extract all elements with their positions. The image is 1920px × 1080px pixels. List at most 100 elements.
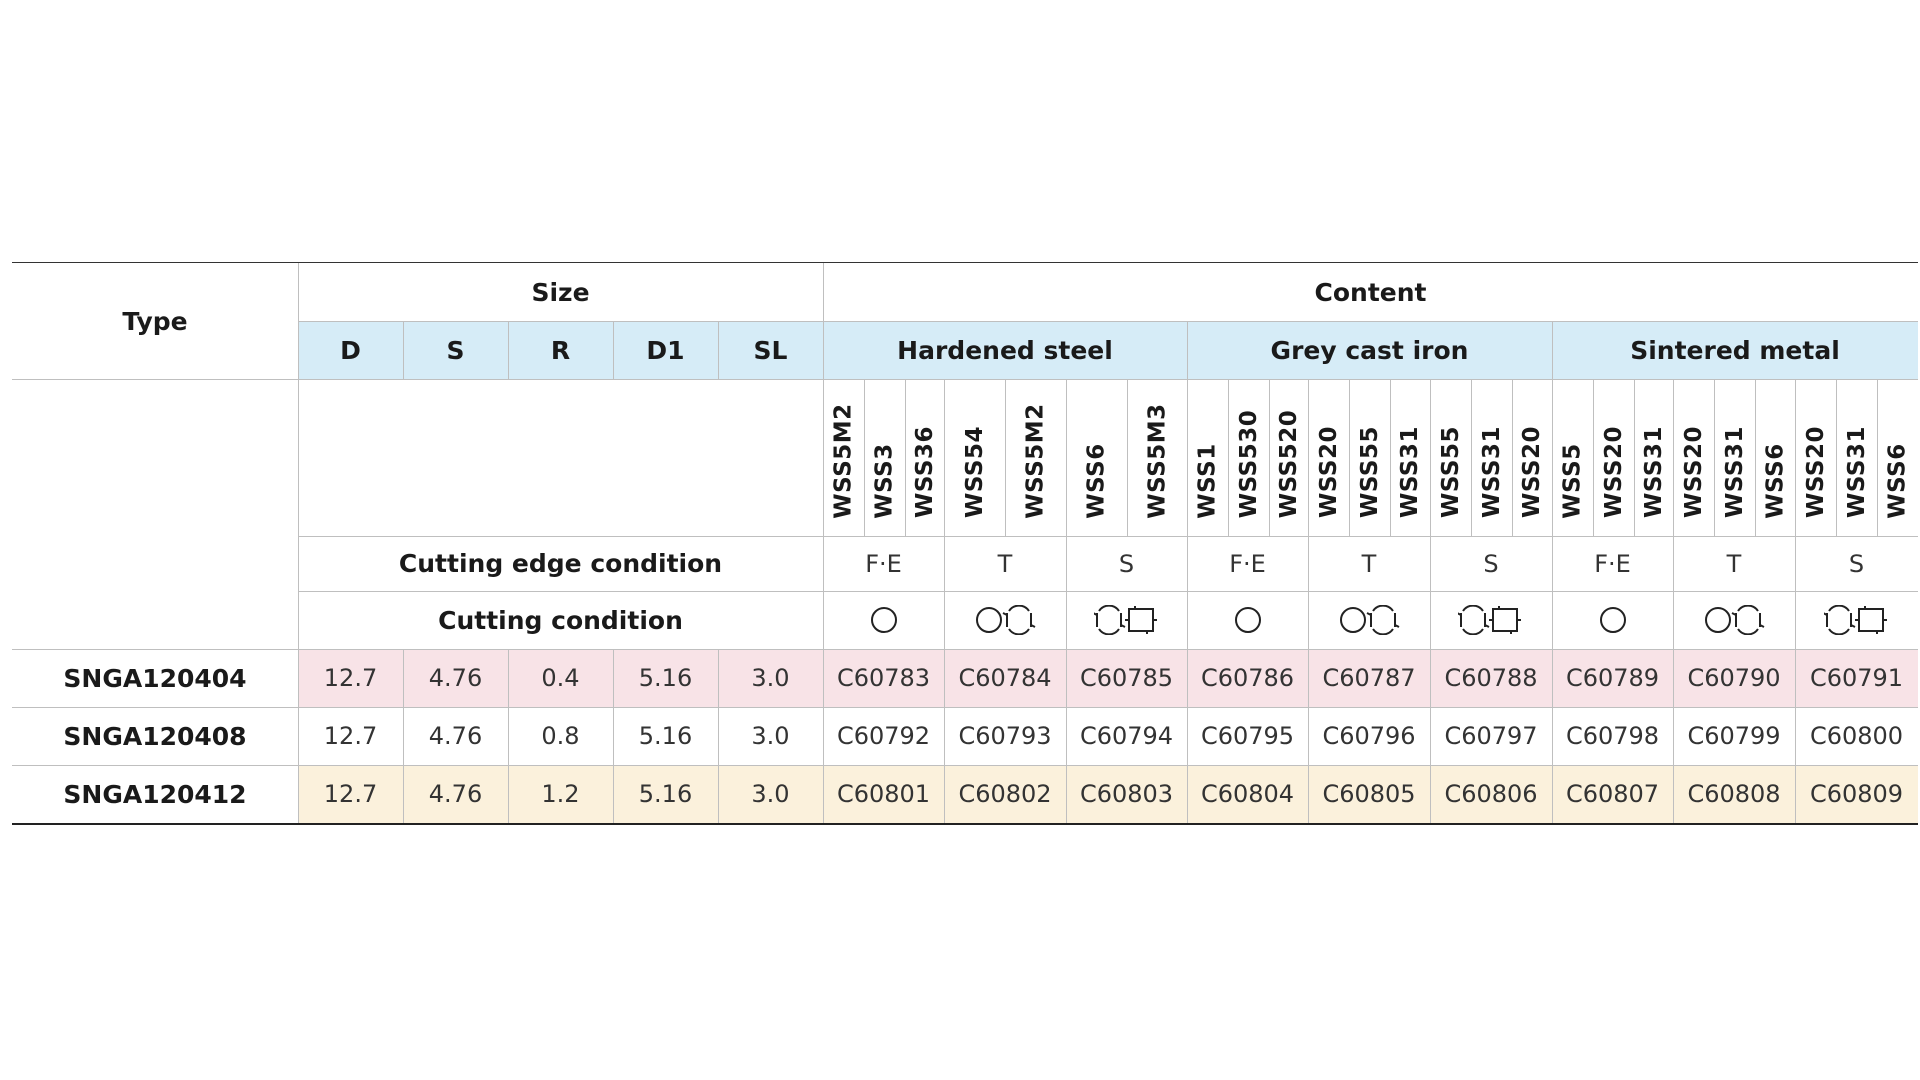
product-code-cell: C60795 xyxy=(1200,722,1295,750)
grid-line xyxy=(718,649,719,823)
grade-label: WSS5M2 xyxy=(1022,402,1049,519)
grade-label: WSS20 xyxy=(1518,426,1545,518)
size-value-cell: 5.16 xyxy=(638,722,693,750)
size-value-cell: 4.76 xyxy=(428,722,483,750)
grade-cell: WSS20 xyxy=(1795,379,1836,536)
grid-line xyxy=(403,649,404,823)
product-code-cell: C60800 xyxy=(1809,722,1904,750)
grid-line xyxy=(1269,379,1270,536)
size-value-cell: 3.0 xyxy=(751,664,790,692)
product-code-cell: C60801 xyxy=(836,780,931,808)
grid-line xyxy=(1430,379,1431,823)
size-value-cell: 1.2 xyxy=(541,780,580,808)
size-col-r-header: R xyxy=(508,321,613,379)
row-shading xyxy=(298,649,1918,707)
grid-line xyxy=(12,765,1918,766)
cutting-edge-condition-value: T xyxy=(997,549,1013,578)
light-and-heavy-interrupted-icon xyxy=(1795,591,1918,649)
grade-label: WSS20 xyxy=(1802,426,1829,518)
grid-line xyxy=(298,536,1918,537)
grid-line xyxy=(613,649,614,823)
continuous-cut-icon xyxy=(1552,591,1673,649)
content-header: Content xyxy=(1314,277,1427,307)
grade-label: WSS6 xyxy=(1884,442,1911,519)
grid-line xyxy=(1714,379,1715,536)
cutting-edge-condition-label: Cutting edge condition xyxy=(398,549,723,578)
size-value-cell: 3.0 xyxy=(751,780,790,808)
grade-cell: WSS31 xyxy=(1634,379,1673,536)
continuous-cut-icon xyxy=(823,591,944,649)
continuous-and-light-interrupted-icon xyxy=(1308,591,1430,649)
grade-cell: WSS31 xyxy=(1471,379,1512,536)
continuous-cut-icon xyxy=(1187,591,1308,649)
cutting-edge-condition-value: T xyxy=(1726,549,1742,578)
grade-label: WSS20 xyxy=(1680,426,1707,518)
grade-label: WSS3 xyxy=(871,442,898,519)
size-value-cell: 0.8 xyxy=(541,722,580,750)
type-cell: SNGA120412 xyxy=(63,779,247,809)
grid-line xyxy=(1512,379,1513,536)
grade-cell: WSS6 xyxy=(1755,379,1795,536)
grade-label: WSS55 xyxy=(1437,426,1464,518)
grade-label: WSS31 xyxy=(1721,426,1748,518)
cutting-edge-condition-value: F·E xyxy=(865,549,902,578)
grade-label: WSS20 xyxy=(1600,426,1627,518)
continuous-and-light-interrupted-icon xyxy=(944,591,1066,649)
product-code-cell: C60794 xyxy=(1079,722,1174,750)
product-code-cell: C60792 xyxy=(836,722,931,750)
grid-line xyxy=(298,263,299,823)
size-value-cell: 5.16 xyxy=(638,664,693,692)
grid-line xyxy=(12,649,1918,650)
type-header: Type xyxy=(122,306,188,336)
size-value-cell: 12.7 xyxy=(323,722,378,750)
grade-label: WSS54 xyxy=(961,426,988,518)
cutting-edge-condition-value: F·E xyxy=(1229,549,1266,578)
cutting-edge-condition-value: S xyxy=(1118,549,1135,578)
grade-cell: WSS5 xyxy=(1552,379,1593,536)
grade-label: WSS6 xyxy=(1762,442,1789,519)
grade-cell: WSS54 xyxy=(944,379,1005,536)
grade-cell: WSS5M2 xyxy=(1005,379,1066,536)
grade-label: WSS55 xyxy=(1356,426,1383,518)
size-value-cell: 5.16 xyxy=(638,780,693,808)
light-and-heavy-interrupted-icon xyxy=(1066,591,1187,649)
product-code-cell: C60791 xyxy=(1809,664,1904,692)
product-code-cell: C60809 xyxy=(1809,780,1904,808)
size-col-s-header: S xyxy=(403,321,508,379)
product-code-cell: C60784 xyxy=(958,664,1052,692)
grid-line xyxy=(508,321,509,379)
grid-line xyxy=(12,707,1918,708)
grid-line xyxy=(864,379,865,536)
product-code-cell: C60790 xyxy=(1687,664,1781,692)
grade-cell: WSS31 xyxy=(1714,379,1755,536)
grade-label: WSS31 xyxy=(1640,426,1667,518)
grade-label: WSS5 xyxy=(1559,442,1586,519)
size-value-cell: 12.7 xyxy=(323,664,378,692)
grid-line xyxy=(12,262,1918,263)
product-code-cell: C60807 xyxy=(1565,780,1660,808)
grid-line xyxy=(1836,379,1837,536)
size-value-cell: 12.7 xyxy=(323,780,378,808)
row-shading xyxy=(298,765,1918,823)
grid-line xyxy=(298,321,1918,322)
cutting-edge-condition-value: S xyxy=(1483,549,1499,578)
product-code-cell: C60786 xyxy=(1200,664,1295,692)
grade-label: WSS530 xyxy=(1235,409,1262,519)
product-code-cell: C60805 xyxy=(1322,780,1416,808)
grid-line xyxy=(905,379,906,536)
product-code-cell: C60799 xyxy=(1687,722,1781,750)
product-code-cell: C60802 xyxy=(958,780,1052,808)
product-code-cell: C60803 xyxy=(1079,780,1174,808)
grid-line xyxy=(403,321,404,379)
grid-line xyxy=(1005,379,1006,536)
grid-line xyxy=(1552,321,1553,823)
grade-label: WSS5M2 xyxy=(830,402,857,519)
size-value-cell: 3.0 xyxy=(751,722,790,750)
grid-line xyxy=(1066,379,1067,823)
size-value-cell: 4.76 xyxy=(428,780,483,808)
grade-cell: WSS20 xyxy=(1308,379,1349,536)
product-code-cell: C60808 xyxy=(1687,780,1781,808)
cutting-edge-condition-value: S xyxy=(1848,549,1865,578)
grade-cell: WSS55 xyxy=(1430,379,1471,536)
cutting-edge-condition-value: T xyxy=(1361,549,1377,578)
